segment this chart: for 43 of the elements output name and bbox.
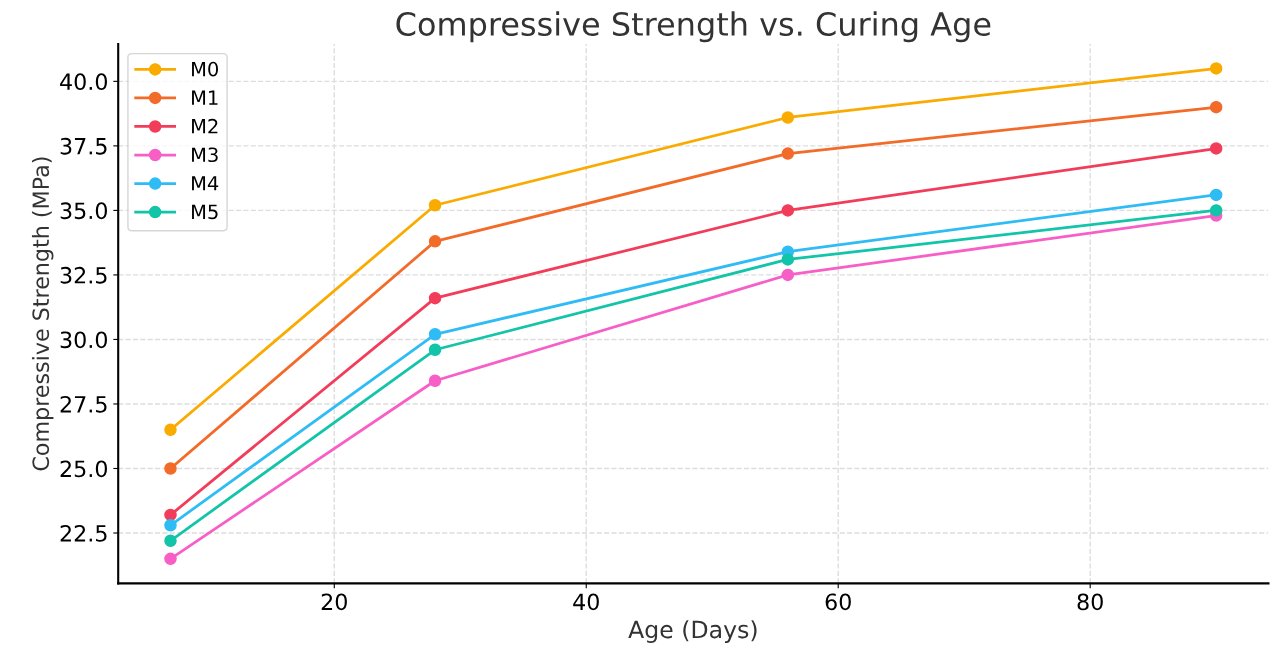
point: [428, 328, 442, 341]
y-tick-label: 37.5: [60, 137, 107, 155]
point: [781, 253, 795, 266]
chart-title: Compressive Strength vs. Curing Age: [396, 11, 991, 43]
y-tick-label: 40.0: [60, 73, 108, 91]
x-axis-title: Age (Days): [628, 620, 757, 643]
point: [781, 147, 795, 160]
legend-label: M5: [192, 204, 218, 220]
legend-label: M0: [192, 61, 218, 77]
legend-label: M3: [192, 147, 218, 163]
point: [781, 204, 795, 217]
y-tick-label: 30.0: [60, 331, 108, 349]
point: [164, 508, 177, 522]
legend-label: M1: [192, 90, 218, 105]
point: [781, 268, 795, 282]
x-tick-label: 40: [573, 593, 599, 611]
point: [781, 111, 795, 124]
point: [428, 291, 442, 305]
x-tick-label: 60: [825, 593, 851, 611]
point: [428, 343, 442, 357]
legend-label: M2: [192, 118, 218, 134]
x-tick-label: 20: [321, 593, 347, 611]
point: [164, 534, 177, 548]
point: [164, 552, 177, 566]
point: [428, 374, 442, 387]
point: [164, 423, 177, 437]
point: [1209, 100, 1223, 114]
point: [164, 519, 177, 532]
point: [1209, 188, 1223, 202]
y-tick-label: 27.5: [60, 395, 107, 413]
point: [1209, 142, 1223, 155]
y-axis-title: Compressive Strength (MPa): [31, 157, 54, 471]
y-tick-label: 35.0: [60, 202, 108, 220]
legend-label: M4: [192, 176, 219, 191]
point: [1209, 204, 1223, 217]
y-tick-label: 25.0: [60, 460, 108, 478]
point: [164, 462, 177, 475]
x-tick-label: 80: [1077, 593, 1103, 611]
point: [1209, 62, 1223, 75]
point: [428, 198, 442, 212]
y-tick-label: 32.5: [60, 266, 107, 284]
y-tick-label: 22.5: [60, 524, 107, 542]
point: [428, 235, 442, 248]
